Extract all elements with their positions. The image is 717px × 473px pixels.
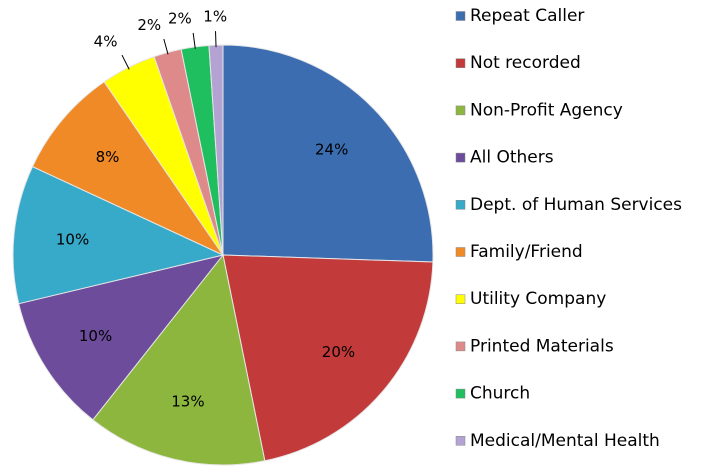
slice-label: 8% — [96, 148, 120, 166]
slice-label: 20% — [322, 343, 355, 361]
pie-slice — [18, 254, 225, 421]
legend-label: Utility Company — [470, 289, 606, 309]
legend-label: Non-Profit Agency — [470, 100, 623, 120]
pie-slice — [31, 81, 225, 257]
pie-slice — [222, 44, 434, 263]
leader-line — [163, 38, 169, 55]
legend-label: Printed Materials — [470, 336, 614, 356]
legend-label: Church — [470, 384, 530, 404]
legend-label: All Others — [470, 148, 554, 168]
slice-label: 24% — [315, 140, 348, 158]
legend-label: Not recorded — [470, 53, 581, 73]
slice-label: 10% — [56, 230, 89, 248]
legend-marker — [455, 105, 466, 116]
slice-label: 4% — [94, 33, 118, 51]
legend-marker — [455, 152, 466, 163]
legend-marker — [455, 341, 466, 352]
legend-label: Family/Friend — [470, 242, 583, 262]
pie-slice — [12, 165, 225, 305]
slice-label: 2% — [168, 10, 192, 28]
slice-label: 1% — [203, 8, 227, 26]
slice-label: 2% — [137, 16, 161, 34]
legend-marker — [455, 11, 466, 21]
pie-slice — [92, 253, 266, 466]
legend-marker — [455, 388, 466, 399]
slice-label: 10% — [79, 327, 112, 345]
legend-marker — [455, 247, 466, 257]
legend-marker — [455, 294, 466, 304]
leader-line — [215, 31, 217, 48]
legend-label: Repeat Caller — [470, 6, 584, 26]
legend-label: Dept. of Human Services — [470, 195, 682, 215]
legend-label: Medical/Mental Health — [470, 431, 660, 451]
legend-marker — [455, 200, 466, 210]
legend-marker — [455, 58, 466, 68]
pie-slice — [222, 254, 434, 462]
leader-line — [121, 54, 130, 70]
slice-label: 13% — [171, 393, 204, 411]
leader-line — [192, 32, 196, 49]
legend-marker — [455, 436, 466, 446]
